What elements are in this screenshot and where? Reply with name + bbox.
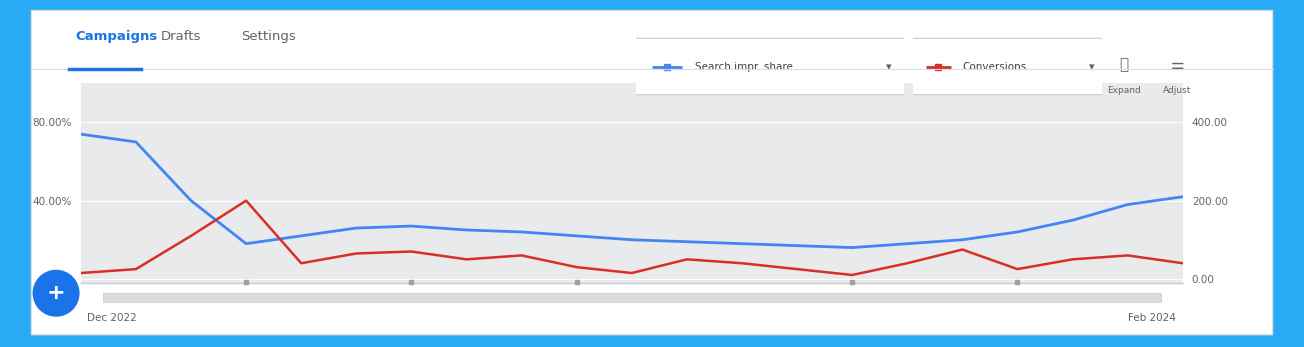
FancyBboxPatch shape: [908, 38, 1107, 95]
Text: ⚌: ⚌: [1171, 57, 1184, 72]
Text: Campaigns: Campaigns: [76, 30, 158, 43]
Text: Search impr. share: Search impr. share: [695, 62, 793, 72]
Text: Settings: Settings: [241, 30, 296, 43]
Text: ⛶: ⛶: [1120, 57, 1128, 72]
Text: Dec 2022: Dec 2022: [87, 313, 137, 322]
Circle shape: [34, 270, 78, 316]
Text: Adjust: Adjust: [1163, 86, 1192, 95]
FancyBboxPatch shape: [629, 38, 911, 95]
FancyBboxPatch shape: [31, 10, 1273, 335]
Text: Conversions: Conversions: [962, 62, 1026, 72]
Text: ▾: ▾: [1089, 62, 1094, 72]
Bar: [103, 293, 1161, 302]
Text: Expand: Expand: [1107, 86, 1141, 95]
Text: Drafts: Drafts: [160, 30, 201, 43]
Text: ▾: ▾: [887, 62, 892, 72]
Text: Feb 2024: Feb 2024: [1128, 313, 1176, 322]
Text: +: +: [47, 283, 65, 303]
